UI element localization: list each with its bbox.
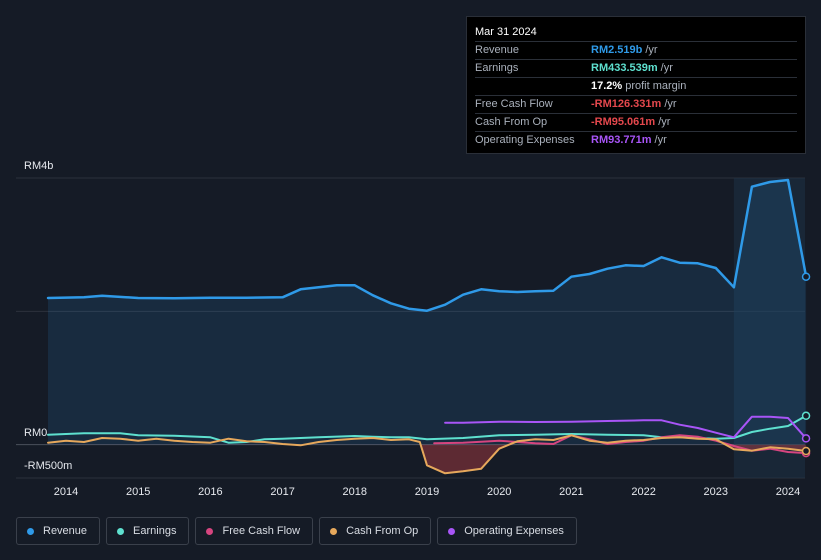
tooltip-row: Operating Expenses RM93.771m/yr (475, 131, 797, 149)
tooltip-row-label: Earnings (475, 62, 519, 74)
legend-dot-icon (448, 527, 456, 535)
legend-label: Operating Expenses (464, 525, 564, 537)
legend-label: Earnings (133, 525, 177, 537)
x-tick-label: 2014 (54, 486, 78, 498)
series-endpoints (801, 272, 811, 458)
x-tick-label: 2019 (415, 486, 439, 498)
tooltip-row-unit: /yr (654, 134, 667, 146)
series-area-revenue (48, 180, 807, 445)
tooltip: Mar 31 2024 Revenue RM2.519b/yr Earnings RM… (466, 16, 806, 154)
series-endpoint-earnings (801, 411, 811, 421)
x-tick-label: 2015 (126, 486, 150, 498)
legend-dot-icon (27, 527, 34, 535)
x-tick-label: 2022 (631, 486, 655, 498)
y-tick-label-zero: RM0 (24, 427, 48, 439)
tooltip-row-unit: /yr (645, 44, 658, 56)
tooltip-row-unit: /yr (664, 98, 677, 110)
y-tick-label-top: RM4b (24, 160, 54, 172)
tooltip-row-label: Free Cash Flow (475, 98, 553, 110)
series-endpoint-operating-expenses (801, 434, 811, 443)
y-tick-label-bottom: -RM500m (24, 460, 73, 472)
series-line-revenue (46, 178, 808, 312)
tooltip-row: Earnings RM433.539m/yr (475, 59, 797, 77)
chart: 2014 2015 2016 2017 2018 2019 2020 2021 2022 2023… (16, 177, 811, 498)
x-tick-label: 2020 (487, 486, 511, 498)
tooltip-row-value: RM433.539m (591, 62, 658, 74)
legend-item-cash-from-op[interactable]: Cash From Op (319, 517, 432, 545)
legend-item-earnings[interactable]: Earnings (106, 517, 190, 545)
tooltip-row-label: Cash From Op (475, 116, 548, 128)
tooltip-row: 17.2% profit margin (475, 77, 797, 95)
legend-item-free-cash-flow[interactable]: Free Cash Flow (195, 517, 314, 545)
series-lines (46, 178, 808, 475)
series-line-operating-expenses (444, 415, 808, 440)
x-tick-label: 2023 (704, 486, 728, 498)
tooltip-row-value: -RM126.331m (591, 98, 662, 110)
tooltip-row-unit: /yr (658, 116, 671, 128)
tooltip-row-unit: profit margin (625, 80, 687, 92)
tooltip-row-unit: /yr (660, 62, 673, 74)
legend-label: Free Cash Flow (222, 525, 301, 537)
tooltip-date: Mar 31 2024 (475, 26, 537, 38)
series-area-cash-from-op (48, 444, 807, 474)
x-tick-label: 2017 (270, 486, 294, 498)
x-tick-label: 2018 (343, 486, 367, 498)
x-tick-label: 2016 (198, 486, 222, 498)
x-tick-label: 2024 (776, 486, 800, 498)
legend: Revenue Earnings Free Cash Flow Cash From O… (16, 517, 577, 547)
tooltip-row-value: -RM95.061m (591, 116, 656, 128)
tooltip-row-label: Operating Expenses (475, 134, 575, 146)
legend-label: Revenue (43, 525, 88, 537)
tooltip-row-label: Revenue (475, 44, 520, 56)
tooltip-row: Revenue RM2.519b/yr (475, 41, 797, 59)
tooltip-row-label (475, 78, 591, 95)
series-line-cash-from-op (47, 434, 808, 475)
series-endpoint-revenue (801, 272, 811, 281)
legend-dot-icon (330, 527, 338, 535)
tooltip-row-value: RM2.519b (591, 44, 643, 56)
tooltip-row-value: RM93.771m (591, 134, 652, 146)
legend-item-revenue[interactable]: Revenue (16, 517, 101, 545)
tooltip-row: Free Cash Flow -RM126.331m/yr (475, 95, 797, 113)
legend-item-operating-expenses[interactable]: Operating Expenses (437, 517, 577, 545)
grid (16, 177, 805, 479)
series-areas (48, 180, 807, 474)
tooltip-row-value: 17.2% (591, 80, 623, 92)
series-endpoint-cash-from-op (801, 446, 811, 456)
legend-label: Cash From Op (346, 525, 419, 537)
x-axis: 2014 2015 2016 2017 2018 2019 2020 2021 2022 2023… (54, 486, 800, 498)
legend-dot-icon (206, 527, 214, 535)
x-tick-label: 2021 (559, 486, 583, 498)
tooltip-row: Cash From Op -RM95.061m/yr (475, 113, 797, 131)
legend-dot-icon (117, 527, 125, 535)
